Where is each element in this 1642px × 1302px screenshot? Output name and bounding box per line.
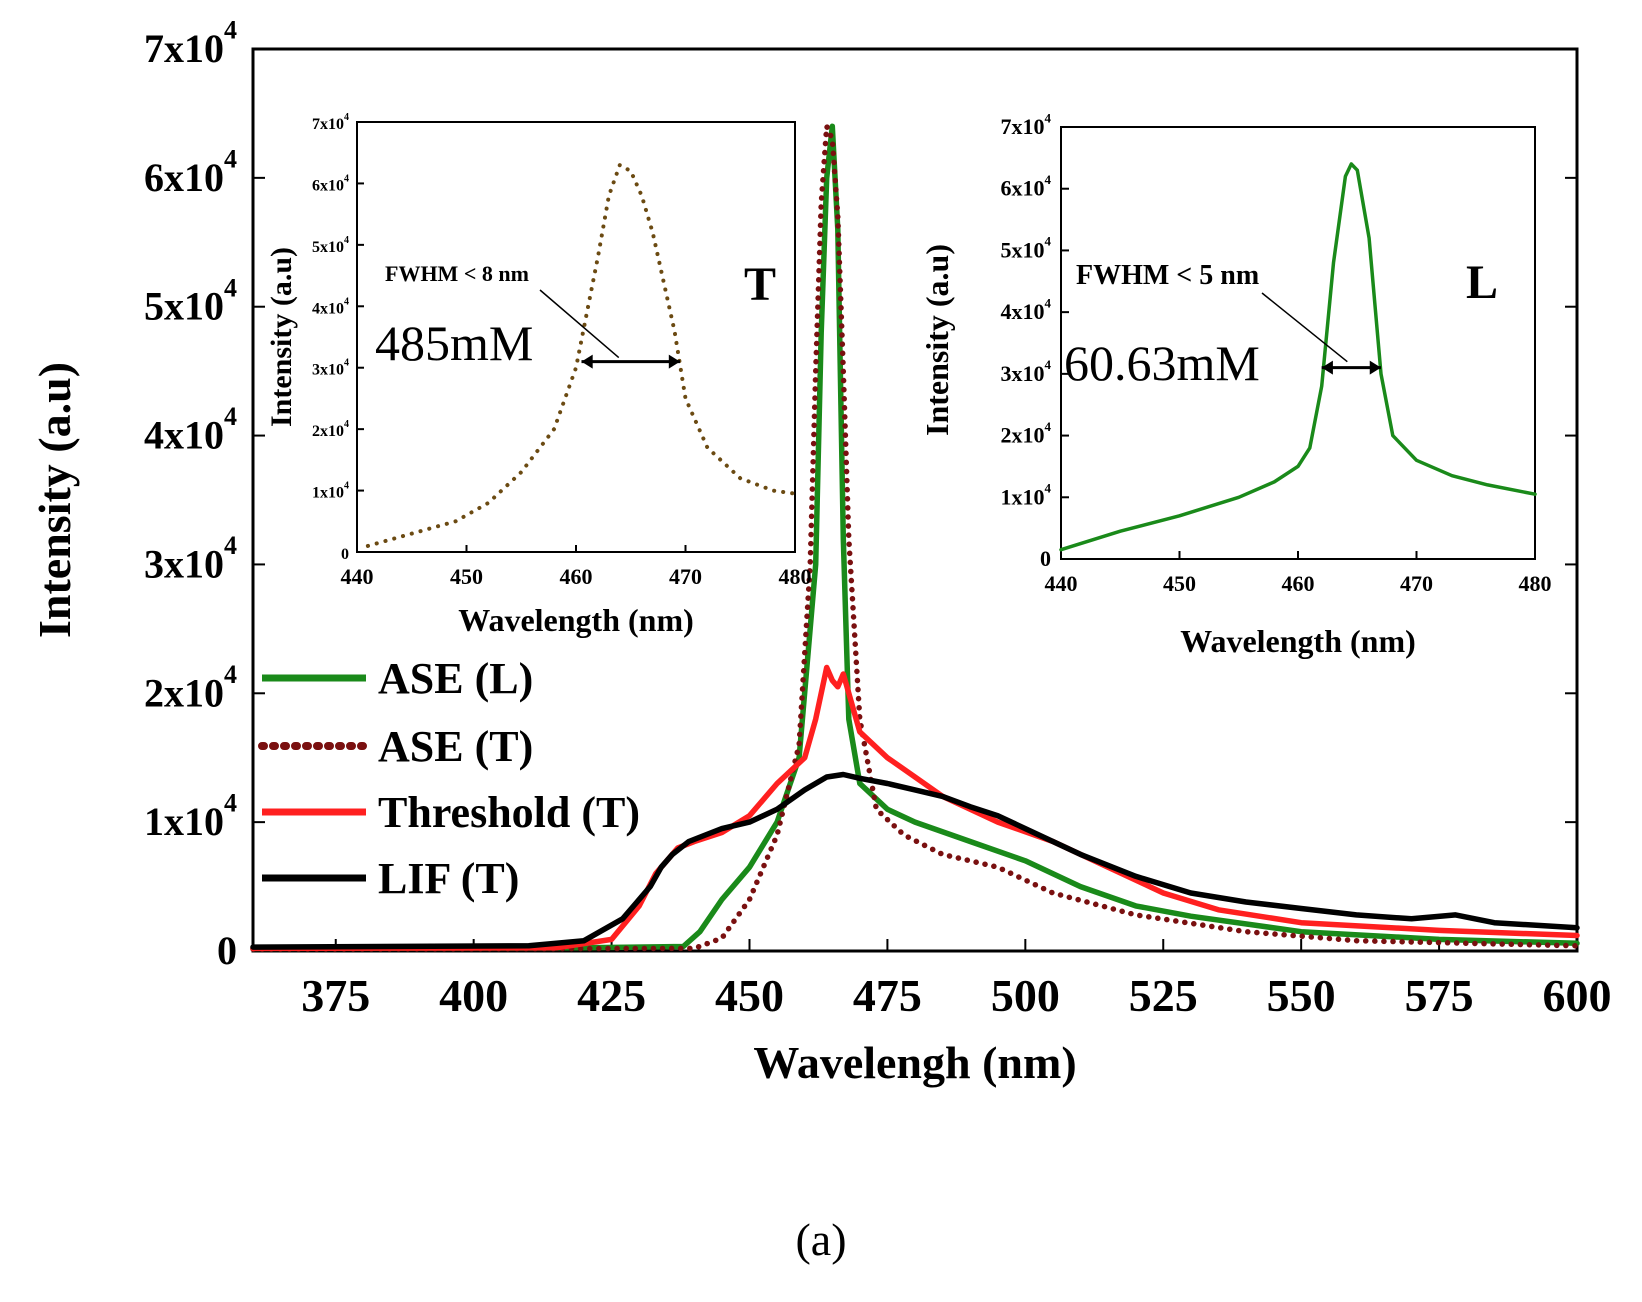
inset-t-frame — [356, 121, 796, 553]
inset-l-y-tick-label-10000: 1x104 — [1001, 481, 1052, 510]
inset-l-fwhm-arrowhead-left — [1321, 360, 1333, 375]
main-x-tick-label-575: 575 — [1405, 970, 1474, 1021]
main-x-tick-label-600: 600 — [1543, 970, 1612, 1021]
inset-l-y-tick-label-70000: 7x104 — [1001, 110, 1052, 139]
main-series-lif-t — [250, 771, 1580, 950]
main-y-tick-label-50000: 5x104 — [144, 273, 237, 328]
main-x-tick-label-475: 475 — [853, 970, 922, 1021]
inset-t-fwhm-arrowhead-left — [581, 354, 593, 369]
inset-l-fwhm-pointer-line — [1261, 292, 1348, 363]
inset-l-series-ase-l-inset — [1059, 162, 1537, 552]
main-x-tick-label-500: 500 — [991, 970, 1060, 1021]
inset-t-panel-letter: T — [744, 258, 776, 311]
inset-l-x-tick-label-460: 460 — [1282, 571, 1315, 596]
inset-l-x-tick-label-470: 470 — [1400, 571, 1433, 596]
inset-l-concentration-label: 60.63mM — [1064, 335, 1260, 391]
inset-t-y-tick-label-10000: 1x104 — [312, 481, 349, 502]
inset-l-y-tick-label-40000: 4x104 — [1001, 295, 1052, 324]
main-y-ticks: 0 1x104 2x104 3x104 4x104 5x104 6x104 7x104 — [144, 16, 1577, 973]
inset-l-x-tick-label-450: 450 — [1163, 571, 1196, 596]
inset-t-y-tick-label-0: 0 — [341, 546, 349, 563]
inset-t-y-ticks: 0 1x104 2x104 3x104 4x104 5x104 6x104 7x104 — [312, 112, 364, 563]
legend-item-threshold-t: Threshold (T) — [262, 788, 640, 837]
inset-l-y-tick-label-0: 0 — [1040, 546, 1051, 571]
inset-l-x-tick-label-440: 440 — [1045, 571, 1078, 596]
inset-t-x-ticks: 440 450 460 470 480 — [341, 545, 812, 589]
main-series-ase-t — [250, 123, 1580, 952]
main-x-tick-label-550: 550 — [1267, 970, 1336, 1021]
main-series-ase-l — [250, 123, 1580, 952]
inset-t-series-ase-t-inset — [365, 163, 797, 548]
main-x-tick-label-450: 450 — [715, 970, 784, 1021]
inset-t-fwhm-label: FWHM < 8 nm — [385, 261, 529, 286]
figure-caption: (a) — [795, 1214, 846, 1265]
inset-l-fwhm-label: FWHM < 5 nm — [1076, 260, 1259, 291]
main-x-tick-label-375: 375 — [301, 970, 370, 1021]
inset-l-frame — [1060, 126, 1536, 560]
main-x-tick-label-400: 400 — [439, 970, 508, 1021]
main-series — [250, 123, 1580, 952]
legend-label-lif-t: LIF (T) — [378, 854, 519, 903]
main-x-tick-label-425: 425 — [577, 970, 646, 1021]
inset-t-y-tick-label-20000: 2x104 — [312, 419, 349, 440]
main-y-tick-label-40000: 4x104 — [144, 402, 237, 457]
inset-l-x-ticks: 440 450 460 470 480 — [1045, 551, 1552, 596]
main-x-tick-label-525: 525 — [1129, 970, 1198, 1021]
inset-t-series — [365, 163, 797, 548]
inset-t-x-axis-title: Wavelength (nm) — [458, 602, 694, 638]
inset-t-y-tick-label-60000: 6x104 — [312, 173, 349, 194]
legend-label-ase-l: ASE (L) — [378, 654, 533, 703]
inset-l-plot: 440 450 460 470 480 0 1x104 2x104 3x104 4x104 5x1… — [919, 110, 1552, 659]
inset-l-y-tick-label-30000: 3x104 — [1001, 357, 1052, 386]
inset-t-fwhm-marker — [539, 289, 681, 369]
main-y-tick-label-60000: 6x104 — [144, 144, 237, 199]
inset-l-x-tick-label-480: 480 — [1519, 571, 1552, 596]
inset-t-x-tick-label-480: 480 — [779, 564, 812, 589]
inset-l-y-tick-label-60000: 6x104 — [1001, 172, 1052, 201]
inset-t-y-axis-title: Intensity (a.u) — [265, 247, 298, 427]
inset-t-y-tick-label-70000: 7x104 — [312, 112, 349, 133]
main-y-axis-title: Intensity (a.u) — [29, 362, 80, 638]
main-x-axis-title: Wavelengh (nm) — [753, 1037, 1076, 1088]
inset-t-x-tick-label-440: 440 — [341, 564, 374, 589]
inset-t-y-tick-label-40000: 4x104 — [312, 296, 349, 317]
inset-t-y-tick-label-30000: 3x104 — [312, 358, 349, 379]
inset-l-series — [1059, 162, 1537, 552]
inset-t-x-tick-label-460: 460 — [560, 564, 593, 589]
inset-l-y-axis-title: Intensity (a.u) — [919, 244, 955, 436]
main-y-tick-label-70000: 7x104 — [144, 16, 237, 71]
inset-l-y-ticks: 0 1x104 2x104 3x104 4x104 5x104 6x104 7x104 — [1001, 110, 1069, 571]
inset-t-x-tick-label-450: 450 — [450, 564, 483, 589]
main-plot: 375 400 425 450 475 500 525 550 575 600 0 1x104 2x1… — [29, 16, 1612, 1088]
inset-t-fwhm-arrowhead-right — [668, 354, 681, 369]
main-y-tick-label-0: 0 — [217, 928, 237, 973]
inset-l-x-axis-title: Wavelength (nm) — [1180, 623, 1416, 659]
legend: ASE (L) ASE (T) Threshold (T) LIF (T) — [258, 654, 640, 903]
legend-item-lif-t: LIF (T) — [262, 854, 519, 903]
inset-t-y-tick-label-50000: 5x104 — [312, 235, 349, 256]
legend-label-ase-t: ASE (T) — [378, 722, 533, 771]
legend-label-threshold-t: Threshold (T) — [378, 788, 640, 837]
main-x-ticks: 375 400 425 450 475 500 525 550 575 600 — [301, 939, 1612, 1021]
main-y-tick-label-10000: 1x104 — [144, 789, 237, 844]
main-y-tick-label-20000: 2x104 — [144, 660, 237, 715]
inset-t-plot: 440 450 460 470 480 0 1x104 2x104 3x104 4x104 5x1… — [265, 112, 812, 638]
main-plot-frame — [251, 47, 1579, 953]
inset-l-fwhm-marker — [1261, 292, 1381, 375]
inset-t-fwhm-pointer-line — [539, 289, 620, 359]
inset-t-concentration-label: 485mM — [375, 315, 533, 371]
legend-item-ase-t: ASE (T) — [258, 722, 533, 771]
inset-t-x-tick-label-470: 470 — [669, 564, 702, 589]
inset-l-y-tick-label-50000: 5x104 — [1001, 234, 1052, 263]
main-y-tick-label-30000: 3x104 — [144, 531, 237, 586]
inset-l-fwhm-arrowhead-right — [1369, 360, 1381, 375]
inset-l-y-tick-label-20000: 2x104 — [1001, 419, 1052, 448]
legend-item-ase-l: ASE (L) — [262, 654, 533, 703]
inset-l-panel-letter: L — [1466, 256, 1498, 309]
